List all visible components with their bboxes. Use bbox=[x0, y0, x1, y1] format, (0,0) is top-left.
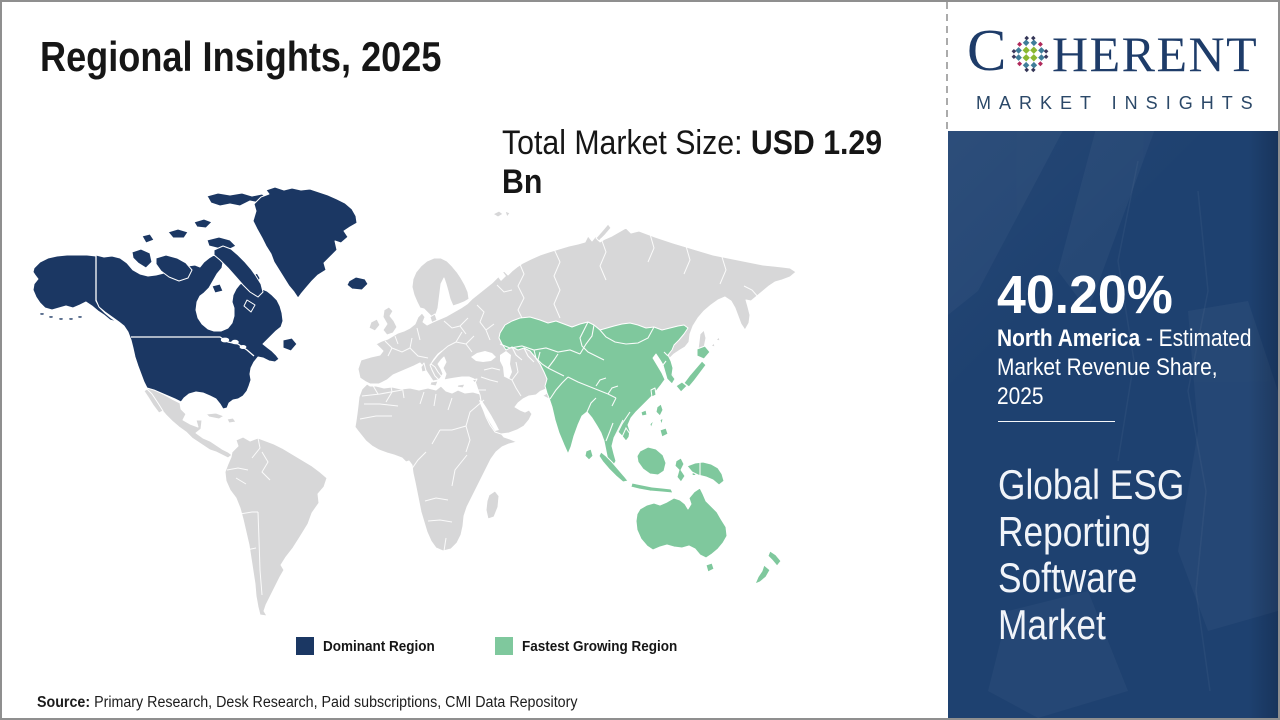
world-map bbox=[32, 186, 797, 617]
logo-divider bbox=[946, 2, 948, 130]
summary-panel: 40.20% North America - Estimated Market … bbox=[948, 131, 1278, 718]
total-market-size-value: USD 1.29 Bn bbox=[502, 124, 883, 201]
share-description: North America - Estimated Market Revenue… bbox=[997, 324, 1260, 411]
legend-dominant-swatch bbox=[296, 637, 314, 655]
share-desc-rest: - Estimated Market Revenue Share, 2025 bbox=[997, 325, 1252, 410]
map-north-america bbox=[32, 186, 369, 410]
market-name: Global ESG Reporting Software Market bbox=[998, 461, 1185, 648]
logo-globe-icon bbox=[1011, 35, 1049, 73]
legend-fastest-label: Fastest Growing Region bbox=[522, 637, 678, 655]
source-text: Primary Research, Desk Research, Paid su… bbox=[90, 694, 578, 711]
legend-fastest-swatch bbox=[495, 637, 513, 655]
legend-fastest: Fastest Growing Region bbox=[495, 637, 695, 655]
share-value: 40.20% bbox=[997, 265, 1173, 325]
source-note: Source: Primary Research, Desk Research,… bbox=[37, 694, 578, 712]
map-asia-pacific bbox=[498, 316, 782, 585]
total-market-size-label: Total Market Size: bbox=[502, 124, 751, 162]
logo-letters-rest: HERENT bbox=[1052, 26, 1259, 82]
map-na-borders bbox=[95, 256, 255, 357]
map-apac-borders bbox=[499, 321, 701, 476]
total-market-size: Total Market Size: USD 1.29 Bn bbox=[502, 124, 903, 202]
share-region: North America bbox=[997, 325, 1141, 352]
panel-watermark bbox=[1117, 160, 1211, 692]
logo-letter-c: C bbox=[967, 17, 1007, 83]
page-title: Regional Insights, 2025 bbox=[40, 33, 442, 80]
panel-divider-line bbox=[998, 421, 1115, 422]
panel-shading bbox=[948, 131, 1278, 718]
logo-subtitle: MARKET INSIGHTS bbox=[976, 93, 1261, 113]
map-country-borders bbox=[226, 233, 760, 596]
logo bbox=[948, 2, 1278, 131]
source-label: Source: bbox=[37, 694, 91, 711]
legend-dominant-label: Dominant Region bbox=[323, 637, 435, 655]
legend-dominant: Dominant Region bbox=[296, 637, 447, 655]
